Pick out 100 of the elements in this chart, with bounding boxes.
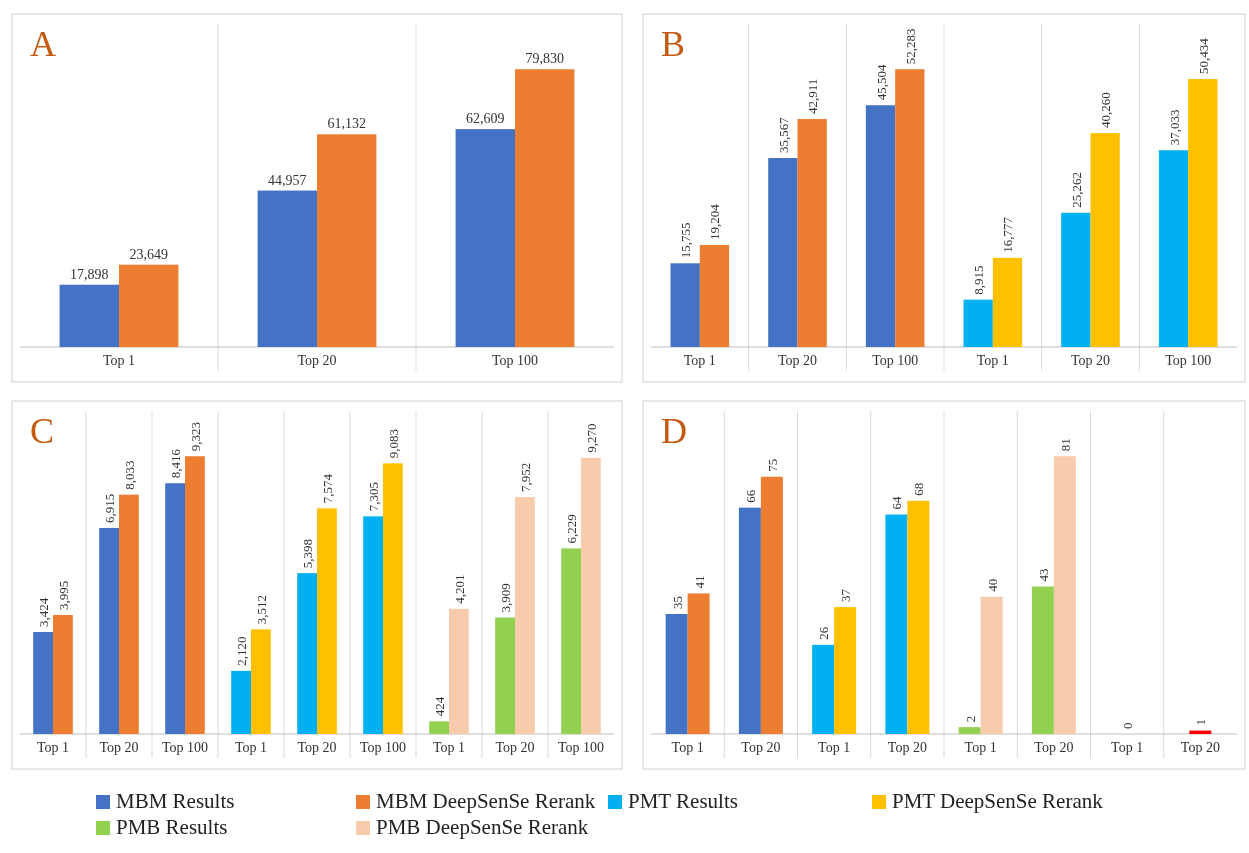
data-label: 40,260 xyxy=(1098,92,1114,129)
x-tick-label: Top 1 xyxy=(671,740,704,755)
data-label: 2 xyxy=(962,715,978,723)
bar xyxy=(185,456,205,734)
bar xyxy=(53,614,73,734)
bar xyxy=(429,721,449,734)
bar xyxy=(1188,79,1218,347)
bar xyxy=(812,644,835,734)
bar xyxy=(687,593,710,734)
data-label: 61,132 xyxy=(327,116,366,132)
data-label: 66 xyxy=(742,489,758,503)
data-label: 44,957 xyxy=(268,172,307,188)
chart-title: B xyxy=(661,24,686,64)
data-label: 3,995 xyxy=(55,580,71,610)
data-label: 35 xyxy=(669,595,685,609)
chart-title: A xyxy=(30,24,56,64)
data-label: 43 xyxy=(1035,568,1051,582)
data-label: 40 xyxy=(984,578,1000,592)
data-label: 62,609 xyxy=(466,111,505,127)
bar xyxy=(1158,150,1189,347)
x-tick-label: Top 100 xyxy=(557,740,605,755)
x-tick-label: Top 20 xyxy=(297,353,337,368)
legend-label: MBM Results xyxy=(116,789,235,813)
data-label: 68 xyxy=(911,482,927,496)
x-tick-label: Top 100 xyxy=(1165,353,1212,368)
data-label: 23,649 xyxy=(129,246,168,262)
data-label: 45,504 xyxy=(873,63,889,101)
bar xyxy=(231,670,251,734)
x-tick-label: Top 20 xyxy=(99,740,139,755)
data-label: 81 xyxy=(1057,438,1073,452)
bar xyxy=(99,527,119,734)
bar xyxy=(958,727,981,734)
bar xyxy=(257,190,317,347)
x-tick-label: Top 20 xyxy=(741,740,781,755)
data-label: 41 xyxy=(691,575,707,589)
data-label: 37,033 xyxy=(1166,109,1182,146)
bar xyxy=(251,629,271,734)
x-tick-label: Top 20 xyxy=(887,740,927,755)
bar xyxy=(768,158,798,347)
data-label: 50,434 xyxy=(1195,37,1211,75)
x-tick-label: Top 100 xyxy=(359,740,407,755)
data-label: 7,952 xyxy=(517,462,533,493)
chart-title: D xyxy=(661,411,687,451)
bar xyxy=(119,494,139,734)
data-label: 25,262 xyxy=(1068,172,1084,208)
x-tick-label: Top 1 xyxy=(432,740,466,755)
bar xyxy=(561,548,581,734)
data-label: 8,416 xyxy=(168,448,184,479)
x-tick-label: Top 1 xyxy=(683,353,716,368)
bar xyxy=(980,596,1003,734)
bar xyxy=(992,257,1023,347)
data-label: 7,574 xyxy=(319,473,335,504)
x-tick-label: Top 20 xyxy=(495,740,535,755)
data-label: 79,830 xyxy=(525,51,564,67)
data-label: 8,915 xyxy=(971,265,987,295)
data-label: 9,083 xyxy=(385,429,401,459)
data-label: 16,777 xyxy=(1000,216,1016,253)
bar xyxy=(165,483,185,734)
chart-title: C xyxy=(30,411,55,451)
data-label: 3,512 xyxy=(253,595,269,625)
x-tick-label: Top 20 xyxy=(1034,740,1074,755)
legend-label: PMT Results xyxy=(628,789,738,813)
data-label: 3,909 xyxy=(498,583,514,613)
bar xyxy=(317,134,377,347)
bar xyxy=(895,69,925,347)
data-label: 424 xyxy=(432,696,448,717)
bar xyxy=(33,631,53,734)
bar xyxy=(515,69,575,347)
bar xyxy=(1061,212,1091,347)
data-label: 26 xyxy=(816,626,832,640)
bar xyxy=(297,573,317,734)
x-tick-label: Top 20 xyxy=(1070,353,1111,368)
x-tick-label: Top 1 xyxy=(964,740,997,755)
data-label: 4,201 xyxy=(451,574,467,604)
data-label: 17,898 xyxy=(70,266,109,282)
data-label: 75 xyxy=(764,458,780,472)
x-tick-label: Top 1 xyxy=(234,740,268,755)
data-label: 1 xyxy=(1193,719,1209,726)
data-label: 64 xyxy=(889,496,905,510)
legend-label: PMB DeepSenSe Rerank xyxy=(376,815,589,839)
bar xyxy=(515,497,535,734)
bar xyxy=(59,284,119,347)
x-tick-label: Top 20 xyxy=(777,353,818,368)
data-label: 19,204 xyxy=(707,203,723,240)
x-tick-label: Top 1 xyxy=(102,353,136,368)
bar xyxy=(963,299,993,347)
data-label: 37 xyxy=(838,588,854,603)
data-label: 15,755 xyxy=(678,222,694,259)
bar xyxy=(907,500,930,734)
data-label: 9,270 xyxy=(583,423,599,453)
bar xyxy=(760,476,783,734)
x-tick-label: Top 20 xyxy=(1180,740,1220,755)
data-label: 6,229 xyxy=(564,514,580,544)
data-label: 7,305 xyxy=(366,482,382,512)
x-tick-label: Top 100 xyxy=(161,740,209,755)
data-label: 9,323 xyxy=(187,421,203,452)
bar xyxy=(797,119,827,347)
x-tick-label: Top 1 xyxy=(36,740,70,755)
data-label: 2,120 xyxy=(234,636,250,666)
data-label: 3,424 xyxy=(36,597,52,627)
